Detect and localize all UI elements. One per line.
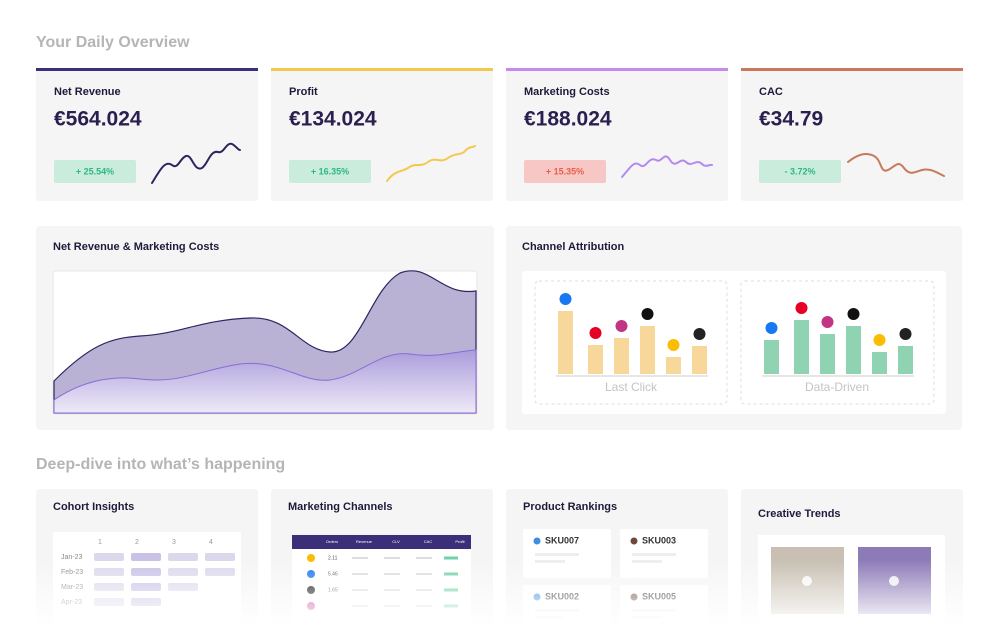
fade-overlay — [0, 560, 998, 626]
cohort-col: 3 — [172, 539, 176, 546]
cohort-col: 2 — [135, 539, 139, 546]
kpi-badge — [289, 160, 371, 183]
group-label: Last Click — [605, 380, 658, 394]
chart-area — [522, 271, 946, 414]
sparkline — [847, 153, 945, 177]
panel-title: Channel Attribution — [522, 241, 625, 253]
profit-cell — [444, 556, 458, 560]
table-col: CAC — [424, 539, 433, 544]
sparkline — [151, 142, 241, 184]
sparkline — [621, 155, 713, 178]
cell-line — [352, 557, 368, 559]
table-cell: 2.11 — [328, 555, 338, 561]
costs-area — [53, 349, 477, 414]
channel-icon — [615, 320, 628, 332]
card-title: Marketing Channels — [288, 501, 393, 513]
group-box — [534, 280, 728, 405]
card-title: Product Rankings — [523, 501, 617, 513]
kpi-accent — [741, 68, 963, 71]
kpi-accent — [36, 68, 258, 71]
product-icon — [630, 537, 638, 545]
cohort-cell — [205, 553, 235, 561]
kpi-value: €564.024 — [54, 108, 142, 131]
kpi-label: Marketing Costs — [524, 86, 610, 98]
bar — [898, 346, 913, 374]
bar — [846, 326, 861, 374]
cohort-cell — [168, 553, 198, 561]
table-col: CLV — [392, 539, 400, 544]
bar — [764, 340, 779, 374]
cohort-cell — [131, 553, 161, 561]
kpi-badge — [54, 160, 136, 183]
table-col: Profit — [455, 539, 465, 544]
channel-icon — [795, 302, 808, 314]
cohort-cell — [94, 553, 124, 561]
bar — [692, 346, 707, 374]
kpi-value: €134.024 — [289, 108, 377, 131]
channel-icon — [559, 293, 572, 305]
bar — [614, 338, 629, 374]
card-title: Cohort Insights — [53, 501, 134, 513]
product-sku: SKU003 — [642, 535, 676, 545]
section-title: Your Daily Overview — [36, 34, 190, 51]
table-col: Orders — [326, 539, 338, 544]
kpi-change: + 25.54% — [76, 166, 114, 176]
table-col: Revenue — [356, 539, 373, 544]
channel-icon — [667, 339, 680, 351]
kpi-value: €188.024 — [524, 108, 612, 131]
kpi-value: €34.79 — [759, 108, 823, 131]
panel-title: Net Revenue & Marketing Costs — [53, 241, 219, 253]
bar — [872, 352, 887, 374]
kpi-label: CAC — [759, 86, 783, 98]
cohort-row: Jan-23 — [61, 554, 83, 561]
bar — [794, 320, 809, 374]
product-line — [632, 553, 676, 556]
channel-icon — [693, 328, 706, 340]
kpi-change: + 15.35% — [546, 166, 584, 176]
cohort-col: 1 — [98, 539, 102, 546]
kpi-label: Profit — [289, 86, 318, 98]
channel-icon — [873, 334, 886, 346]
bar — [666, 357, 681, 374]
channel-icon — [765, 322, 778, 334]
kpi-change: + 16.35% — [311, 166, 349, 176]
kpi-badge — [759, 160, 841, 183]
sparkline — [386, 145, 476, 182]
kpi-change: - 3.72% — [784, 166, 815, 176]
channel-icon — [821, 316, 834, 328]
card-title: Creative Trends — [758, 508, 841, 520]
channel-icon — [589, 327, 602, 339]
section-title: Deep-dive into what’s happening — [36, 456, 285, 473]
channel-icon — [641, 308, 654, 320]
cell-line — [416, 557, 432, 559]
product-line — [535, 553, 579, 556]
product-icon — [533, 537, 541, 545]
group-label: Data-Driven — [805, 380, 869, 394]
bar — [640, 326, 655, 374]
kpi-label: Net Revenue — [54, 86, 121, 98]
group-box — [740, 280, 935, 405]
cohort-col: 4 — [209, 539, 213, 546]
kpi-accent — [506, 68, 728, 71]
bar — [820, 334, 835, 374]
cell-line — [384, 557, 400, 559]
kpi-accent — [271, 68, 493, 71]
bar — [558, 311, 573, 374]
table-header — [292, 535, 471, 549]
bar — [588, 345, 603, 374]
product-sku: SKU007 — [545, 535, 579, 545]
channel-icon — [847, 308, 860, 320]
channel-icon — [899, 328, 912, 340]
kpi-badge — [524, 160, 606, 183]
